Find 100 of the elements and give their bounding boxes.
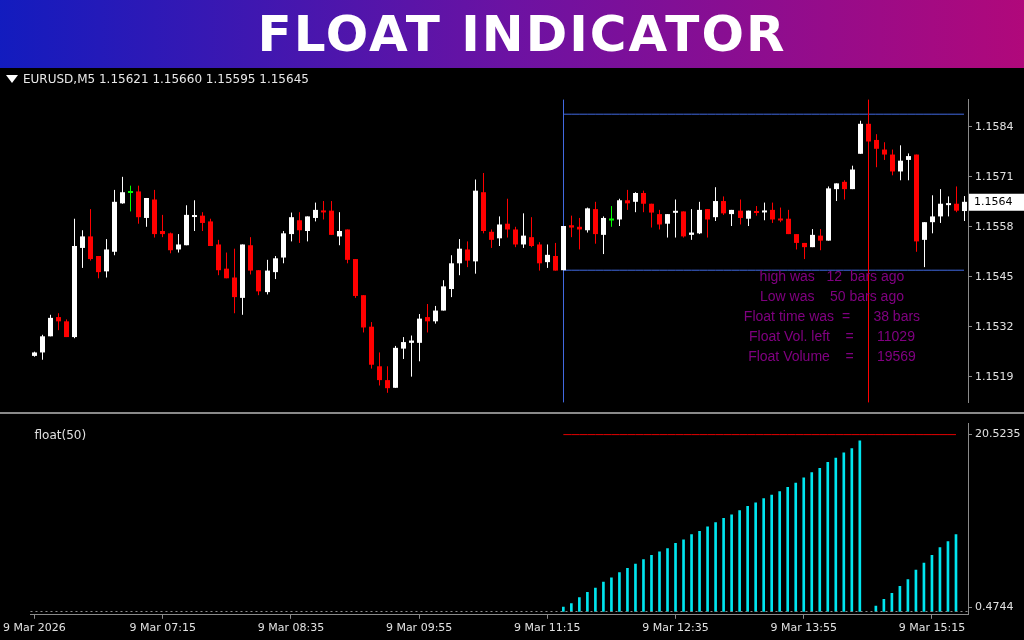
bar: [802, 477, 806, 612]
y-tick-label: 1.1519: [975, 369, 1014, 383]
bar: [690, 534, 693, 612]
y-tick-label: 20.5235: [975, 427, 1021, 441]
candlestick: [96, 255, 101, 279]
x-tick-label: 9 Mar 13:55: [770, 621, 837, 635]
candlestick: [256, 269, 261, 296]
candlestick: [962, 195, 967, 222]
candlestick: [930, 194, 935, 234]
bar: [642, 559, 645, 612]
candlestick: [289, 212, 294, 242]
candlestick: [377, 351, 382, 386]
candlestick: [321, 200, 326, 220]
candlestick: [200, 211, 205, 232]
candlestick: [273, 255, 278, 280]
candlestick: [738, 199, 743, 225]
candlestick: [890, 149, 895, 176]
candlestick: [922, 221, 927, 268]
candlestick: [601, 215, 606, 255]
candlestick: [529, 216, 534, 248]
bar: [562, 606, 565, 612]
bar: [746, 505, 749, 612]
candlestick: [705, 208, 710, 239]
candlestick: [625, 189, 630, 211]
candlestick: [104, 238, 109, 279]
bar: [634, 563, 637, 612]
x-tick-label: 9 Mar 09:55: [385, 621, 453, 635]
candlestick: [297, 211, 302, 244]
bar: [714, 522, 717, 612]
bar: [810, 472, 814, 612]
candlestick: [842, 179, 847, 201]
x-tick-label: 9 Mar 15:15: [898, 621, 966, 635]
bar: [658, 551, 661, 612]
candlestick: [537, 241, 542, 272]
candlestick: [874, 133, 879, 168]
y-tick-label: 1.1584: [975, 119, 1014, 133]
candlestick: [489, 228, 494, 249]
title-banner: FLOAT INDICATOR: [0, 0, 1024, 68]
bar: [842, 452, 846, 612]
bar: [754, 502, 757, 612]
bar: [818, 468, 822, 612]
bar: [850, 448, 854, 612]
candlestick: [385, 365, 390, 394]
bar: [610, 577, 613, 612]
y-tick-label: 1.1532: [975, 319, 1014, 333]
bar: [594, 587, 597, 612]
bar: [730, 514, 733, 612]
candlestick: [609, 205, 614, 228]
bar: [618, 572, 621, 612]
candlestick: [160, 214, 165, 238]
bar: [674, 542, 677, 612]
x-tick-label: 9 Mar 12:35: [642, 621, 709, 635]
candlestick: [313, 202, 318, 222]
annotation: Float Vol. left = 11029: [749, 327, 916, 344]
candlestick: [40, 334, 45, 361]
candlestick: [770, 202, 775, 224]
bar: [794, 482, 798, 612]
candlestick: [232, 248, 237, 314]
annotation: Float Volume = 19569: [748, 347, 917, 364]
candlestick: [553, 242, 558, 272]
bar: [738, 510, 741, 612]
candlestick: [545, 243, 550, 269]
candlestick: [337, 211, 342, 246]
candlestick: [569, 215, 574, 238]
bar: [826, 462, 830, 612]
bar: [858, 440, 862, 612]
chart-subtitle: EURUSD,M5 1.15621 1.15660 1.15595 1.15645: [23, 72, 309, 86]
x-tick-label: 9 Mar 08:35: [257, 621, 325, 635]
bar: [650, 555, 653, 612]
bar: [778, 491, 782, 612]
candlestick: [120, 176, 125, 205]
candlestick: [513, 226, 518, 248]
candlestick: [665, 213, 670, 239]
x-tick-label: 9 Mar 11:15: [514, 621, 581, 635]
bar: [706, 526, 709, 612]
text: 1.1564: [974, 195, 1013, 209]
y-tick-label: 1.1545: [975, 269, 1014, 283]
candlestick: [786, 209, 791, 235]
bar: [770, 494, 774, 612]
bar: [698, 530, 701, 612]
candlestick: [265, 259, 270, 295]
bar: [586, 592, 589, 612]
candlestick: [192, 199, 197, 232]
candlestick: [617, 198, 622, 227]
bar: [786, 487, 790, 612]
chart-title: FLOAT INDICATOR: [257, 5, 787, 63]
candlestick: [401, 336, 406, 360]
y-tick-label: 1.1571: [975, 169, 1014, 183]
candlestick: [818, 228, 823, 251]
chart-title: float(50): [34, 427, 87, 442]
candlestick: [425, 303, 430, 333]
candlestick: [80, 229, 85, 269]
bar: [682, 539, 685, 612]
x-tick-label: 9 Mar 2026: [3, 621, 66, 635]
x-tick-label: 9 Mar 07:15: [129, 621, 196, 635]
candlestick: [641, 190, 646, 213]
candlestick: [224, 252, 229, 279]
candlestick: [697, 201, 702, 235]
bar: [722, 518, 725, 612]
candlestick: [465, 240, 470, 268]
